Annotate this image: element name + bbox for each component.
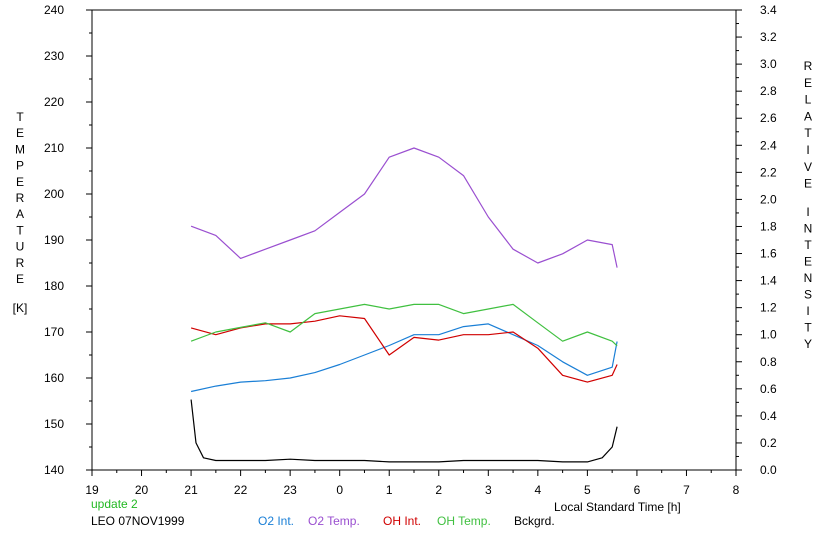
y-right-tick-label: 2.6 (760, 111, 777, 125)
legend-o2-int: O2 Int. (258, 514, 295, 528)
y-right-tick-label: 1.8 (760, 219, 777, 233)
y-right-tick-label: 1.4 (760, 274, 777, 288)
tick-layer: 2402302202102001901801701601501403.43.23… (44, 3, 777, 497)
y-left-tick-label: 220 (44, 95, 64, 109)
legend-o2-temp: O2 Temp. (308, 514, 360, 528)
y-right-label-letter: N (804, 271, 813, 285)
x-tick-label: 3 (485, 483, 492, 497)
plot-frame (91, 9, 737, 471)
y-right-label-letter: N (804, 222, 813, 236)
y-left-tick-label: 140 (44, 463, 64, 477)
y-right-tick-label: 3.0 (760, 57, 777, 71)
y-right-label-letter: T (804, 126, 812, 140)
y-right-tick-label: 0.8 (760, 355, 777, 369)
y-right-label-letter: E (804, 255, 812, 269)
y-right-label-letter: L (805, 93, 812, 107)
series-line-2 (190, 315, 618, 383)
y-right-tick-label: 1.0 (760, 328, 777, 342)
y-left-label-letter: E (16, 175, 24, 189)
x-tick-label: 5 (584, 483, 591, 497)
y-left-tick-label: 200 (44, 187, 64, 201)
y-right-label-letter: I (806, 143, 809, 157)
x-tick-label: 7 (683, 483, 690, 497)
plot-border (91, 9, 737, 471)
y-right-tick-label: 2.0 (760, 192, 777, 206)
y-left-tick-label: 230 (44, 49, 64, 63)
y-right-tick-label: 1.6 (760, 247, 777, 261)
x-axis-label: Local Standard Time [h] (554, 500, 681, 514)
x-tick-label: 0 (336, 483, 343, 497)
series-line-1 (190, 147, 618, 268)
x-tick-label: 20 (135, 483, 149, 497)
x-tick-label: 22 (234, 483, 248, 497)
update-label: update 2 (91, 497, 138, 511)
series-layer (190, 147, 618, 463)
y-left-tick-label: 210 (44, 141, 64, 155)
y-left-tick-label: 180 (44, 279, 64, 293)
y-right-tick-label: 3.4 (760, 3, 777, 17)
x-tick-label: 23 (283, 483, 297, 497)
x-tick-label: 8 (733, 483, 740, 497)
y-right-tick-label: 0.0 (760, 463, 777, 477)
x-tick-label: 2 (435, 483, 442, 497)
x-tick-label: 1 (386, 483, 393, 497)
y-right-label-letter: I (806, 205, 809, 219)
x-tick-label: 4 (535, 483, 542, 497)
legend-oh-int: OH Int. (383, 514, 422, 528)
y-right-label-letter: I (806, 304, 809, 318)
y-right-tick-label: 1.2 (760, 301, 777, 315)
y-right-tick-label: 0.4 (760, 409, 777, 423)
y-right-label-letter: A (804, 109, 812, 123)
y-left-tick-label: 240 (44, 3, 64, 17)
station-date-label: LEO 07NOV1999 (91, 514, 185, 528)
y-left-tick-label: 190 (44, 233, 64, 247)
y-right-label-letter: S (804, 288, 812, 302)
y-right-label-letter: V (804, 160, 812, 174)
y-right-label-letter: Y (804, 337, 812, 351)
y-left-tick-label: 160 (44, 371, 64, 385)
y-left-label-letter: A (16, 207, 24, 221)
y-left-unit: [K] (13, 301, 28, 315)
y-right-tick-label: 0.2 (760, 436, 777, 450)
y-left-label-letter: T (16, 223, 24, 237)
y-right-tick-label: 2.8 (760, 84, 777, 98)
legend-oh-temp: OH Temp. (437, 514, 491, 528)
y-right-label-letter: E (804, 177, 812, 191)
y-right-tick-label: 0.6 (760, 382, 777, 396)
y-right-label-letter: R (804, 59, 813, 73)
series-line-4 (190, 399, 618, 463)
y-right-label-letter: T (804, 321, 812, 335)
series-line-0 (190, 323, 618, 393)
y-right-label-letter: E (804, 76, 812, 90)
y-left-label-letter: T (16, 110, 24, 124)
y-left-label-letter: R (16, 191, 25, 205)
y-right-tick-label: 2.4 (760, 138, 777, 152)
y-left-label-letter: U (16, 240, 25, 254)
series-line-3 (190, 303, 618, 347)
y-left-label-letter: E (16, 126, 24, 140)
y-left-label-letter: P (16, 159, 24, 173)
x-tick-label: 6 (634, 483, 641, 497)
y-left-tick-label: 170 (44, 325, 64, 339)
y-right-label-letter: T (804, 238, 812, 252)
y-left-label-letter: R (16, 256, 25, 270)
y-left-label-letter: E (16, 272, 24, 286)
legend-bckgrd: Bckgrd. (514, 514, 555, 528)
y-left-tick-label: 150 (44, 417, 64, 431)
y-right-tick-label: 2.2 (760, 165, 777, 179)
x-tick-label: 19 (85, 483, 99, 497)
x-tick-label: 21 (184, 483, 198, 497)
y-right-tick-label: 3.2 (760, 30, 777, 44)
y-left-label-letter: M (15, 142, 25, 156)
